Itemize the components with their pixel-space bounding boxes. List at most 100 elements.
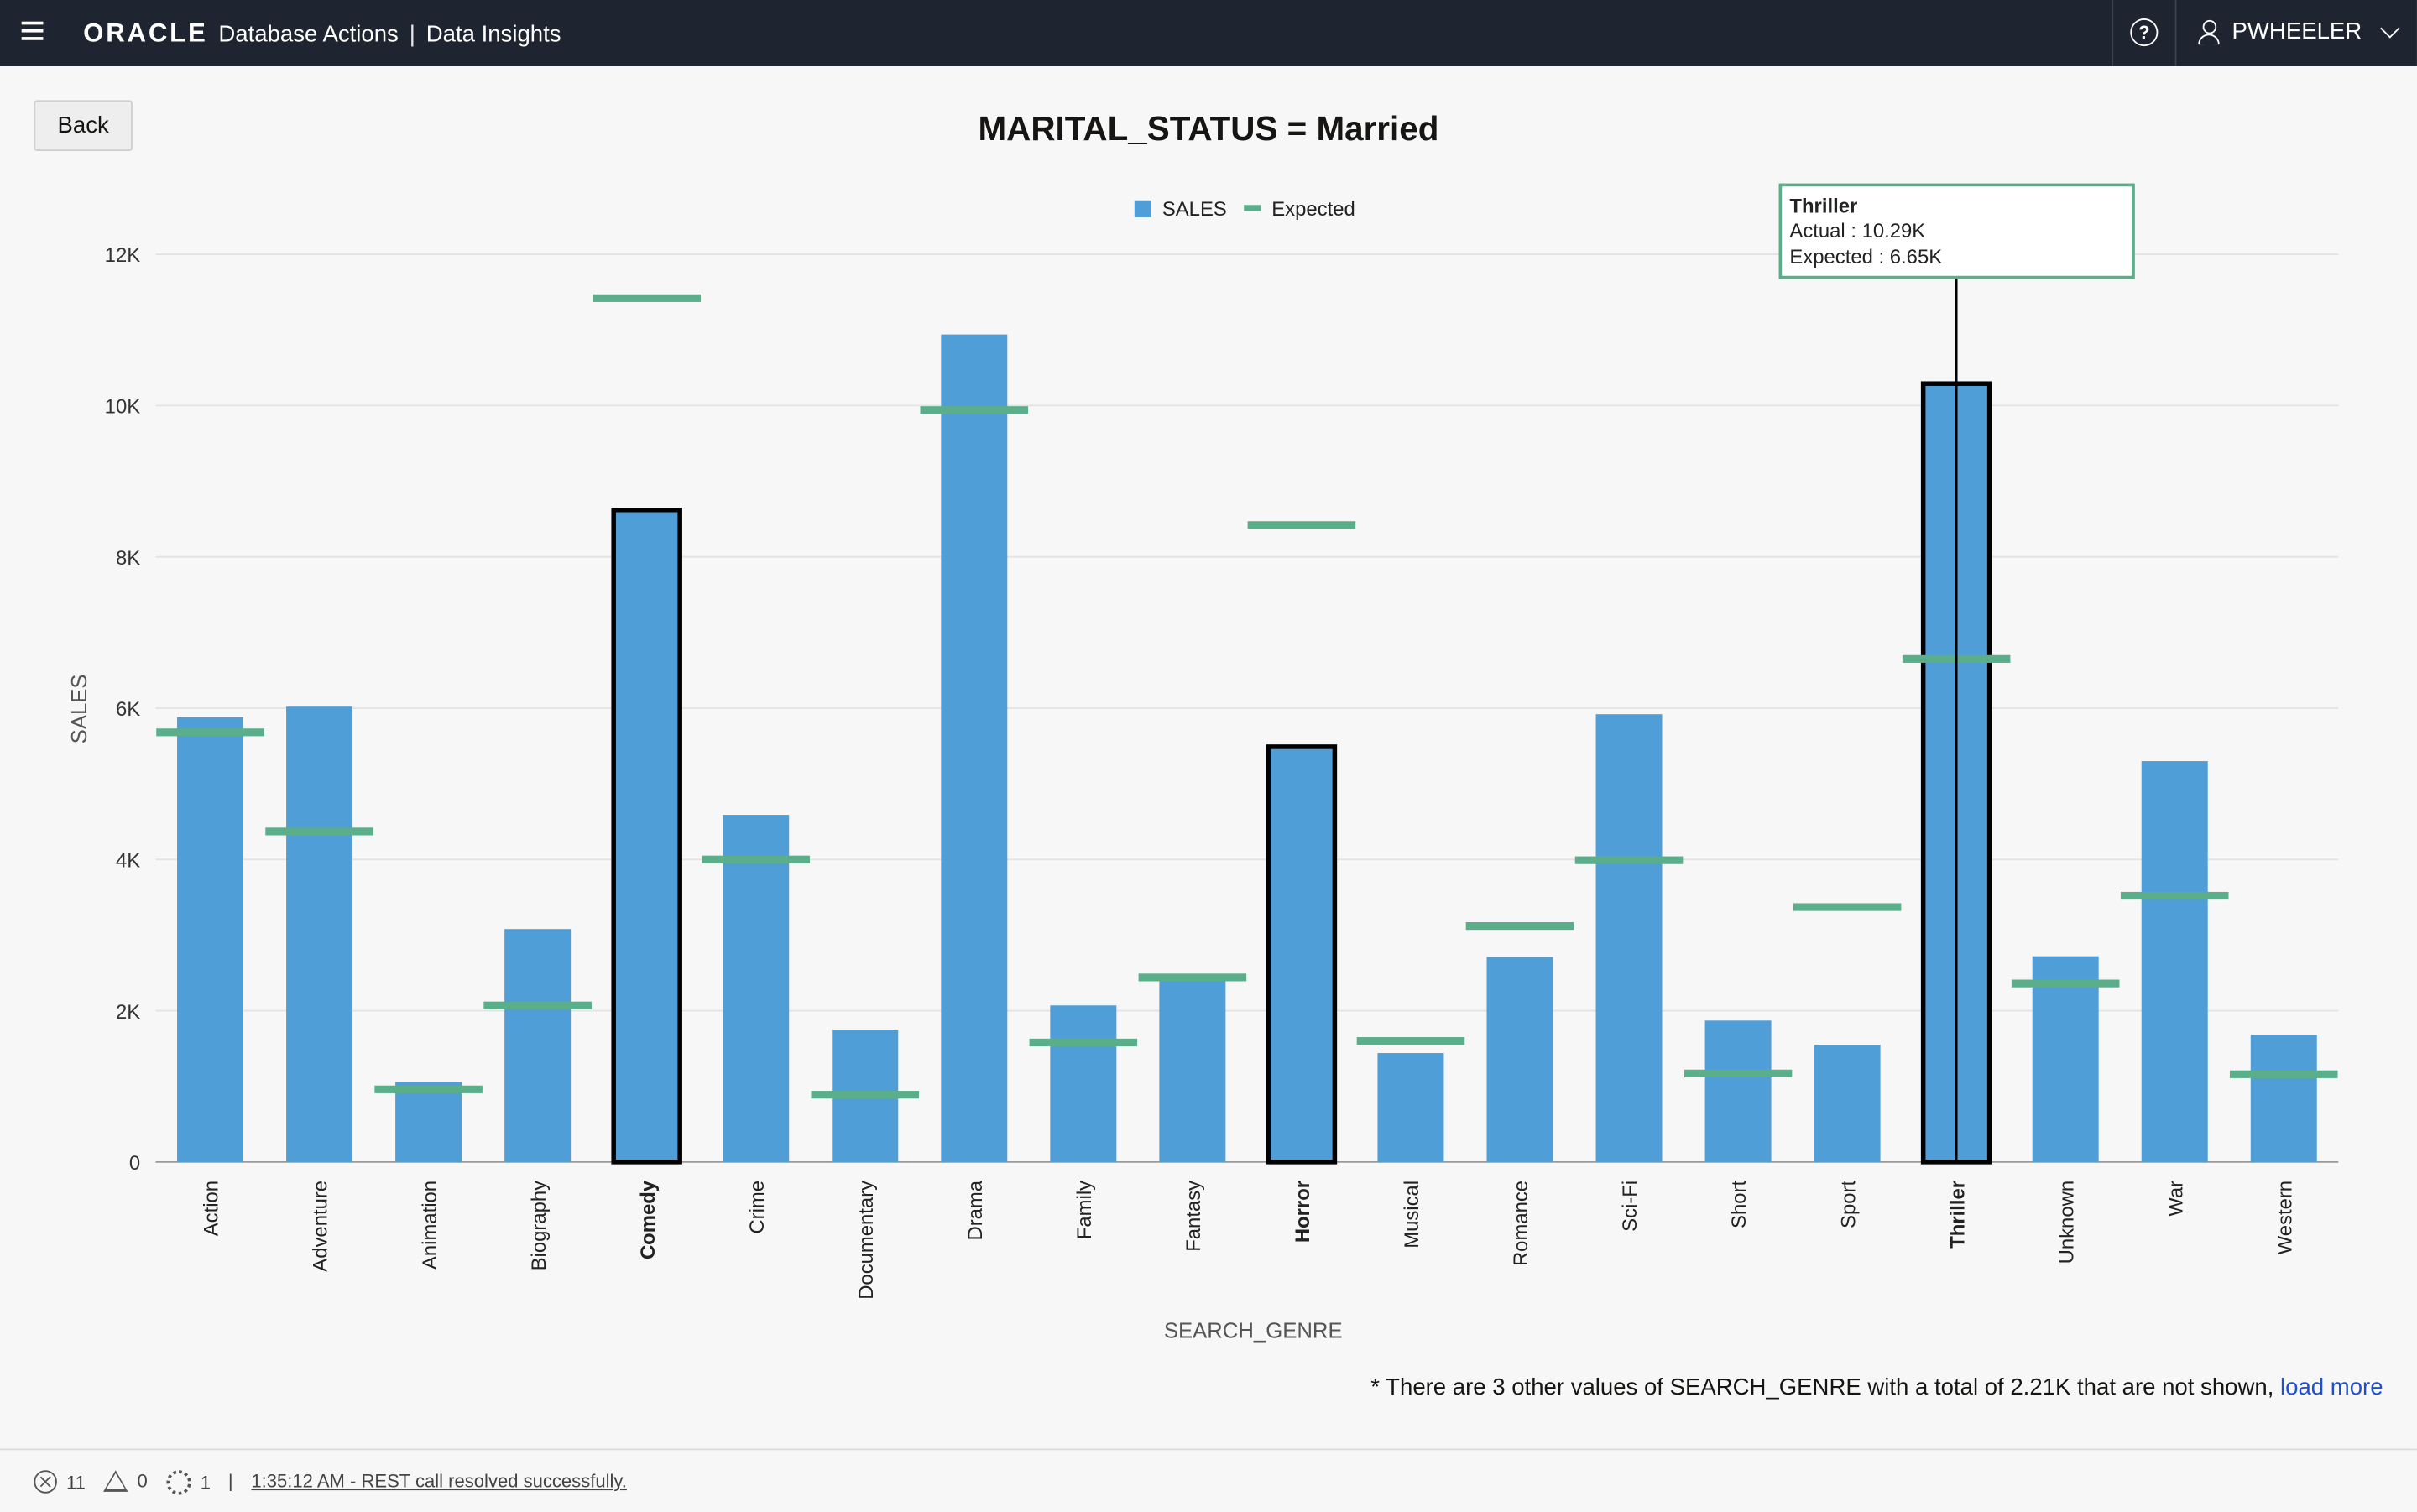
x-tick-label: Action xyxy=(201,1181,223,1236)
sales-bar-western xyxy=(2250,1035,2317,1162)
expected-marker-sport xyxy=(1793,903,1902,911)
y-axis-label: SALES xyxy=(68,674,91,743)
expected-marker-western xyxy=(2229,1070,2338,1078)
back-button[interactable]: Back xyxy=(34,100,133,151)
expected-marker-documentary xyxy=(811,1091,920,1099)
expected-marker-action xyxy=(156,728,264,737)
footnote-text: * There are 3 other values of SEARCH_GEN… xyxy=(1370,1374,2274,1401)
expected-marker-family xyxy=(1029,1038,1138,1047)
y-tick-label: 6K xyxy=(116,698,140,721)
sales-bar-crime xyxy=(723,815,790,1162)
x-tick-label: Western xyxy=(2273,1181,2296,1254)
y-tick-label: 8K xyxy=(116,547,140,570)
x-tick-label: Documentary xyxy=(855,1181,878,1300)
sales-bar-romance xyxy=(1486,957,1553,1162)
expected-marker-war xyxy=(2120,891,2229,900)
user-menu-button[interactable]: PWHEELER xyxy=(2198,18,2400,45)
x-tick-label: Animation xyxy=(419,1181,441,1270)
hamburger-menu-icon[interactable] xyxy=(21,21,44,44)
status-divider: | xyxy=(227,1470,233,1492)
x-tick-label: Short xyxy=(1728,1181,1751,1228)
x-tick-label: Sci-Fi xyxy=(1619,1181,1642,1232)
load-more-link[interactable]: load more xyxy=(2280,1374,2383,1401)
x-tick-label: Adventure xyxy=(310,1181,332,1272)
y-tick-label: 10K xyxy=(105,396,141,419)
help-button[interactable]: ? xyxy=(2112,0,2177,66)
y-tick-label: 4K xyxy=(116,849,140,872)
expected-marker-adventure xyxy=(265,827,373,836)
legend-swatch-sales xyxy=(1134,200,1152,217)
username: PWHEELER xyxy=(2232,18,2362,45)
warning-icon xyxy=(103,1470,128,1492)
expected-marker-drama xyxy=(920,406,1029,414)
x-tick-label: Drama xyxy=(964,1180,987,1240)
chart-title: MARITAL_STATUS = Married xyxy=(978,109,1439,149)
breadcrumb-separator: | xyxy=(409,20,415,48)
sales-bar-family xyxy=(1050,1005,1117,1162)
tooltip-expected: Expected : 6.65K xyxy=(1789,246,1942,269)
expected-marker-comedy xyxy=(593,294,701,302)
sales-bar-fantasy xyxy=(1159,978,1226,1162)
sales-bar-musical xyxy=(1377,1053,1444,1162)
expected-marker-horror xyxy=(1247,521,1356,529)
sales-bar-biography xyxy=(504,929,572,1162)
x-tick-label: Sport xyxy=(1837,1181,1860,1228)
x-tick-label: Unknown xyxy=(2055,1181,2078,1264)
tooltip-actual: Actual : 10.29K xyxy=(1789,220,1925,242)
help-icon: ? xyxy=(2130,18,2159,47)
sales-bar-adventure xyxy=(286,706,353,1162)
app-name[interactable]: Database Actions xyxy=(218,20,399,48)
sales-bar-horror xyxy=(1266,744,1338,1165)
expected-marker-unknown xyxy=(2011,979,2120,988)
legend-label-sales: SALES xyxy=(1162,198,1227,221)
x-tick-label: Romance xyxy=(1510,1181,1532,1266)
sales-bar-comedy xyxy=(611,508,682,1165)
tooltip-title: Thriller xyxy=(1789,195,1857,217)
sales-bar-war xyxy=(2141,761,2208,1162)
sales-bar-sci-fi xyxy=(1595,714,1663,1162)
tooltip-box xyxy=(1778,183,2135,279)
sales-bar-sport xyxy=(1814,1045,1881,1162)
section-name: Data Insights xyxy=(425,20,561,48)
error-count: 11 xyxy=(65,1471,86,1493)
x-tick-label: Thriller xyxy=(1946,1181,1969,1249)
sales-bar-short xyxy=(1704,1020,1772,1162)
oracle-logo: ORACLE xyxy=(83,18,208,48)
expected-marker-sci-fi xyxy=(1574,856,1684,864)
expected-marker-musical xyxy=(1356,1037,1465,1045)
x-tick-label: Horror xyxy=(1292,1181,1314,1243)
bar-chart: 0 2K 4K 6K 8K 10K 12K SALES SEARCH_GENRE Action Ad… xyxy=(68,183,2339,1343)
warning-count: 0 xyxy=(137,1470,148,1492)
status-bar: 11 0 1 | 1:35:12 AM - REST call resolved… xyxy=(0,1448,2417,1512)
warnings-indicator[interactable]: 0 xyxy=(103,1470,148,1492)
sales-bar-drama xyxy=(941,334,1008,1162)
x-axis-label: SEARCH_GENRE xyxy=(1164,1319,1343,1343)
expected-marker-animation xyxy=(374,1085,483,1093)
status-message[interactable]: 1:35:12 AM - REST call resolved successf… xyxy=(251,1470,627,1492)
sales-bar-unknown xyxy=(2032,956,2099,1162)
brand: ORACLE Database Actions | Data Insights xyxy=(83,18,561,50)
x-tick-label: Comedy xyxy=(637,1180,660,1259)
tasks-indicator[interactable]: 1 xyxy=(166,1470,211,1495)
expected-marker-short xyxy=(1684,1069,1793,1077)
expected-marker-biography xyxy=(483,1001,592,1009)
expected-marker-crime xyxy=(702,855,811,863)
error-icon xyxy=(34,1470,57,1494)
y-tick-label: 2K xyxy=(116,1001,140,1024)
footnote: * There are 3 other values of SEARCH_GEN… xyxy=(1370,1374,2383,1400)
expected-marker-romance xyxy=(1465,922,1574,931)
sales-bar-animation xyxy=(395,1082,462,1162)
errors-indicator[interactable]: 11 xyxy=(34,1470,86,1494)
expected-marker-fantasy xyxy=(1138,973,1247,982)
user-icon xyxy=(2198,18,2220,44)
task-count: 1 xyxy=(200,1472,211,1494)
legend-label-expected: Expected xyxy=(1271,198,1355,221)
x-tick-label: Biography xyxy=(528,1181,551,1271)
y-tick-label: 0 xyxy=(129,1152,140,1175)
sales-bar-action xyxy=(177,717,244,1162)
top-navigation-bar: ORACLE Database Actions | Data Insights … xyxy=(0,0,2417,66)
y-tick-label: 12K xyxy=(105,244,141,267)
legend-swatch-expected xyxy=(1244,205,1261,211)
x-tick-label: Family xyxy=(1073,1181,1096,1239)
gear-icon xyxy=(166,1470,191,1495)
